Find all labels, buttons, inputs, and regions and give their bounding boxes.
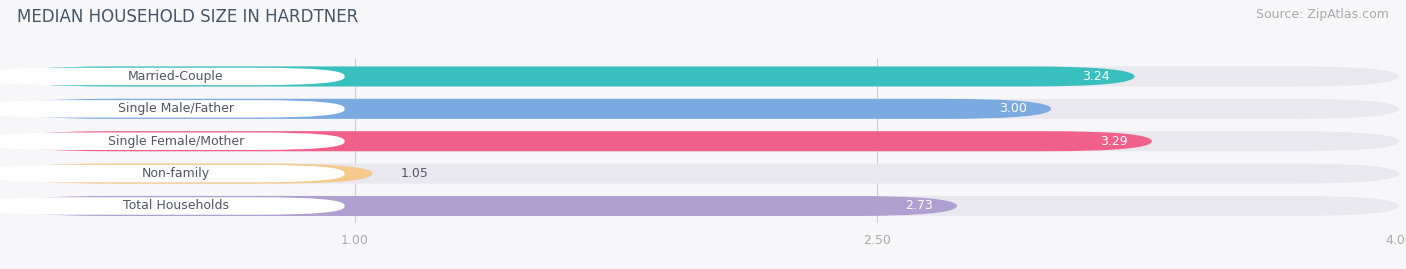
FancyBboxPatch shape (0, 165, 344, 182)
FancyBboxPatch shape (0, 132, 344, 150)
Text: Non-family: Non-family (142, 167, 209, 180)
Text: Single Male/Father: Single Male/Father (118, 102, 233, 115)
Text: Total Households: Total Households (122, 200, 229, 213)
Text: Source: ZipAtlas.com: Source: ZipAtlas.com (1256, 8, 1389, 21)
FancyBboxPatch shape (0, 197, 344, 215)
FancyBboxPatch shape (7, 131, 1152, 151)
Text: Married-Couple: Married-Couple (128, 70, 224, 83)
Text: 2.73: 2.73 (905, 200, 932, 213)
FancyBboxPatch shape (7, 66, 1135, 87)
FancyBboxPatch shape (0, 100, 344, 118)
FancyBboxPatch shape (7, 196, 1399, 216)
Text: 3.29: 3.29 (1099, 135, 1128, 148)
Text: 3.24: 3.24 (1083, 70, 1111, 83)
FancyBboxPatch shape (7, 196, 957, 216)
Text: MEDIAN HOUSEHOLD SIZE IN HARDTNER: MEDIAN HOUSEHOLD SIZE IN HARDTNER (17, 8, 359, 26)
Text: 1.05: 1.05 (401, 167, 429, 180)
Text: 3.00: 3.00 (998, 102, 1026, 115)
Text: Single Female/Mother: Single Female/Mother (108, 135, 243, 148)
FancyBboxPatch shape (7, 131, 1399, 151)
FancyBboxPatch shape (7, 164, 1399, 184)
FancyBboxPatch shape (7, 99, 1050, 119)
FancyBboxPatch shape (7, 66, 1399, 87)
FancyBboxPatch shape (7, 164, 373, 184)
FancyBboxPatch shape (0, 68, 344, 85)
FancyBboxPatch shape (7, 99, 1399, 119)
